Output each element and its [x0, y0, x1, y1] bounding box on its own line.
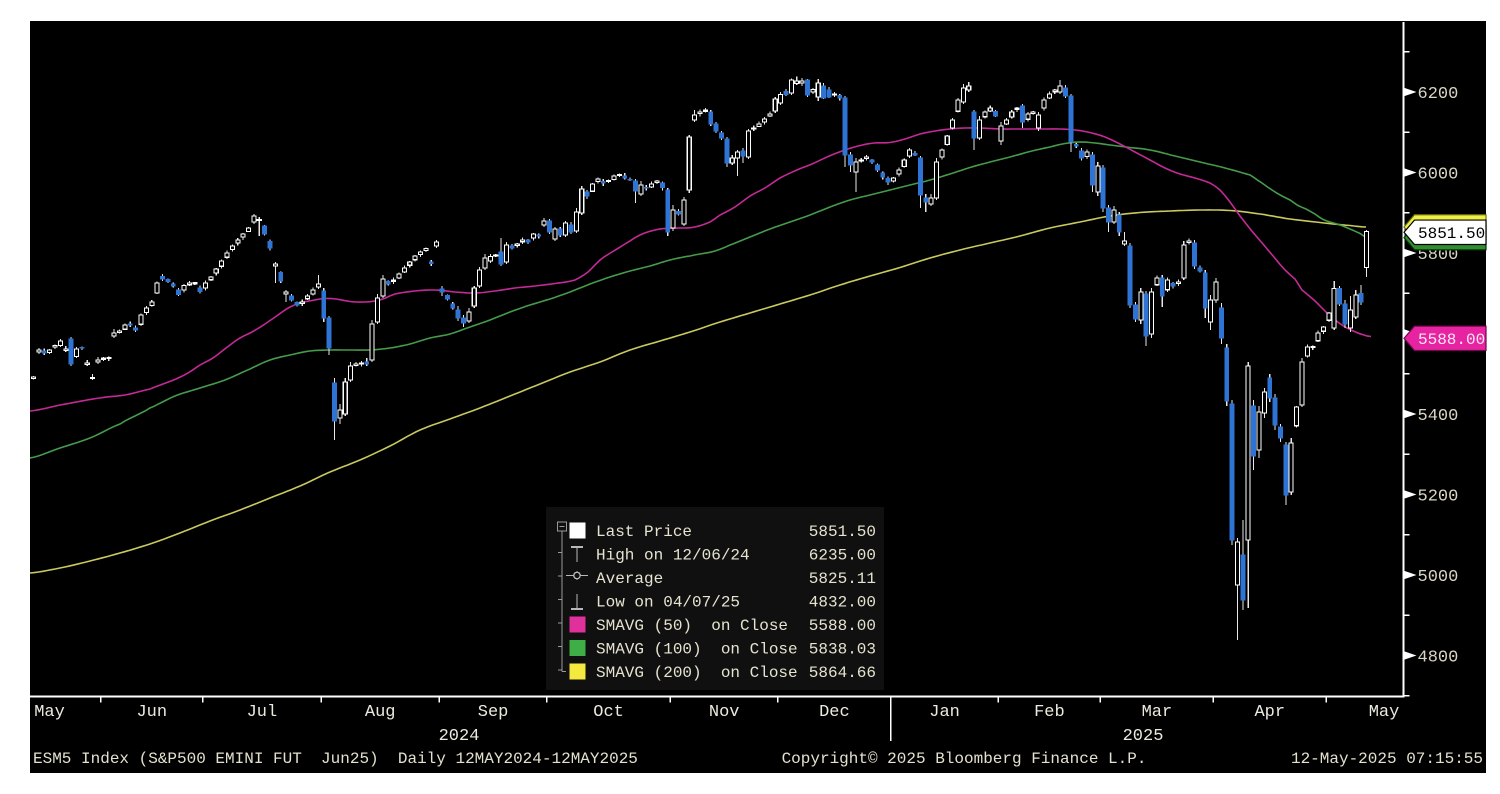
svg-text:High on 12/06/24: High on 12/06/24	[596, 547, 750, 565]
svg-text:Average: Average	[596, 570, 663, 588]
svg-text:Sep: Sep	[478, 703, 509, 722]
svg-text:6000: 6000	[1418, 166, 1459, 185]
svg-text:2024: 2024	[439, 727, 480, 746]
svg-text:Dec: Dec	[819, 703, 850, 722]
svg-text:Copyright© 2025 Bloomberg Fina: Copyright© 2025 Bloomberg Finance L.P.	[782, 750, 1147, 768]
svg-text:6200: 6200	[1418, 85, 1459, 104]
svg-text:Jun: Jun	[136, 703, 167, 722]
svg-text:5400: 5400	[1418, 407, 1459, 426]
svg-text:Oct: Oct	[593, 703, 624, 722]
svg-text:SMAVG (200) on Close: SMAVG (200) on Close	[596, 664, 798, 682]
svg-text:5588.00: 5588.00	[809, 617, 876, 635]
svg-text:5825.11: 5825.11	[809, 570, 876, 588]
svg-text:SMAVG (50) on Close: SMAVG (50) on Close	[596, 617, 788, 635]
svg-text:May: May	[1369, 703, 1400, 722]
svg-text:5200: 5200	[1418, 488, 1459, 507]
svg-text:Apr: Apr	[1254, 703, 1285, 722]
svg-text:Jan: Jan	[929, 703, 960, 722]
svg-text:Aug: Aug	[365, 703, 396, 722]
svg-text:5851.50: 5851.50	[1418, 225, 1485, 243]
svg-text:2025: 2025	[1123, 727, 1164, 746]
svg-text:May: May	[34, 703, 65, 722]
svg-text:Feb: Feb	[1034, 703, 1065, 722]
svg-text:6235.00: 6235.00	[809, 547, 876, 565]
svg-text:Jul: Jul	[247, 703, 278, 722]
svg-text:4800: 4800	[1418, 649, 1459, 668]
svg-text:5000: 5000	[1418, 568, 1459, 587]
svg-text:SMAVG (100) on Close: SMAVG (100) on Close	[596, 641, 798, 659]
svg-text:ESM5 Index (S&P500 EMINI FUT: ESM5 Index (S&P500 EMINI FUT Jun25) Dail…	[33, 750, 638, 768]
svg-text:4832.00: 4832.00	[809, 594, 876, 612]
svg-text:Low on 04/07/25: Low on 04/07/25	[596, 594, 740, 612]
svg-text:5588.00: 5588.00	[1418, 331, 1485, 349]
svg-text:Last Price: Last Price	[596, 523, 692, 541]
svg-text:Mar: Mar	[1142, 703, 1173, 722]
svg-text:5838.03: 5838.03	[809, 641, 876, 659]
svg-text:5800: 5800	[1418, 246, 1459, 265]
svg-text:Nov: Nov	[709, 703, 740, 722]
svg-text:12-May-2025 07:15:55: 12-May-2025 07:15:55	[1291, 750, 1483, 768]
svg-text:5864.66: 5864.66	[809, 664, 876, 682]
svg-text:5851.50: 5851.50	[809, 523, 876, 541]
